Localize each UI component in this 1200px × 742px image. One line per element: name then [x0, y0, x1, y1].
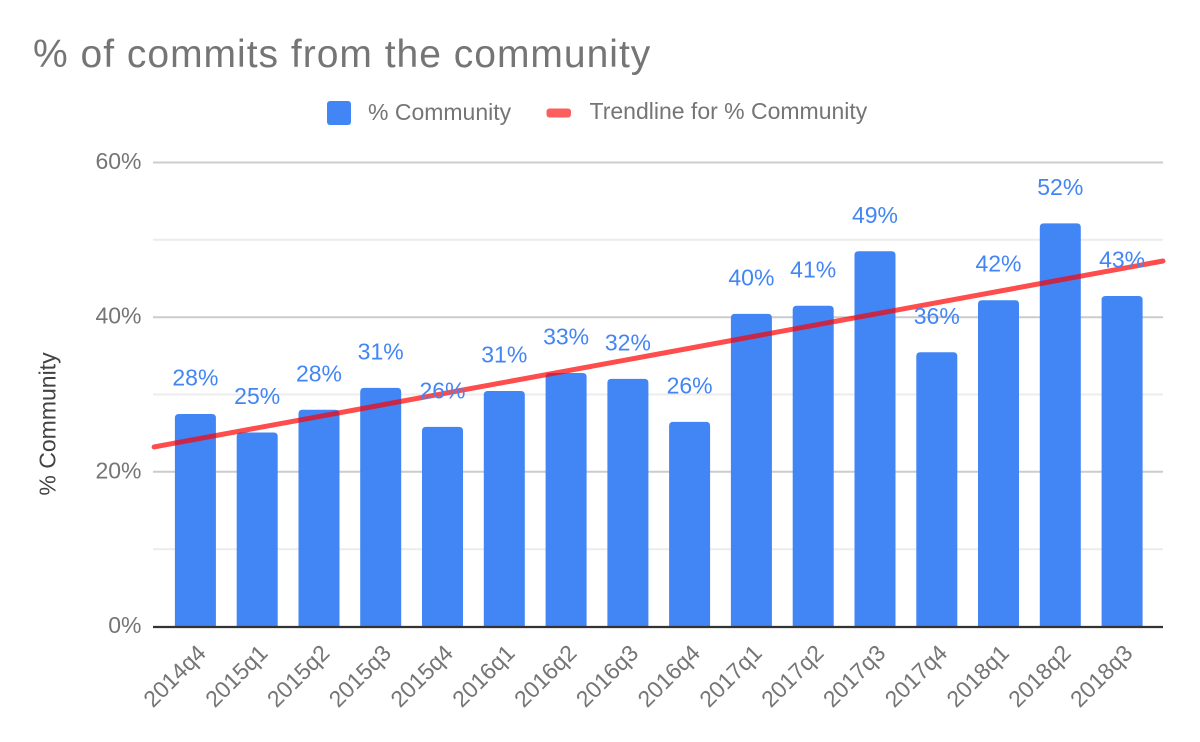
- svg-text:26%: 26%: [419, 377, 465, 403]
- svg-text:33%: 33%: [543, 324, 589, 350]
- svg-text:40%: 40%: [95, 303, 141, 329]
- svg-text:31%: 31%: [358, 338, 404, 364]
- svg-text:36%: 36%: [914, 303, 960, 329]
- svg-text:0%: 0%: [108, 612, 141, 638]
- svg-text:32%: 32%: [605, 329, 651, 355]
- svg-text:49%: 49%: [852, 202, 898, 228]
- svg-text:26%: 26%: [667, 372, 713, 398]
- svg-text:42%: 42%: [975, 251, 1021, 277]
- svg-text:60%: 60%: [95, 148, 141, 174]
- svg-text:20%: 20%: [95, 457, 141, 483]
- svg-text:% Community: % Community: [368, 99, 512, 125]
- svg-text:% Community: % Community: [35, 352, 61, 496]
- svg-text:Trendline for % Community: Trendline for % Community: [590, 98, 868, 124]
- svg-text:28%: 28%: [172, 365, 218, 391]
- svg-text:52%: 52%: [1037, 174, 1083, 200]
- svg-text:% of commits from the communit: % of commits from the community: [33, 33, 651, 76]
- svg-text:41%: 41%: [790, 256, 836, 282]
- svg-text:28%: 28%: [296, 360, 342, 386]
- svg-text:25%: 25%: [234, 383, 280, 409]
- svg-text:43%: 43%: [1099, 247, 1145, 273]
- svg-text:31%: 31%: [481, 342, 527, 368]
- svg-text:40%: 40%: [728, 264, 774, 290]
